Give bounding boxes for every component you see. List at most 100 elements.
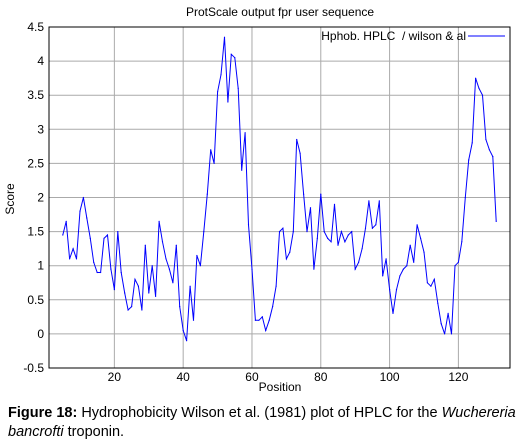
data-point bbox=[454, 265, 456, 267]
data-point bbox=[354, 268, 356, 270]
data-point bbox=[392, 312, 394, 314]
data-point bbox=[495, 220, 497, 222]
y-tick-label: 2.5 bbox=[27, 156, 44, 170]
y-tick-label: -0.5 bbox=[23, 361, 44, 375]
data-point bbox=[468, 159, 470, 161]
data-point bbox=[247, 224, 250, 226]
data-point bbox=[251, 268, 253, 270]
data-point bbox=[275, 285, 277, 287]
data-point bbox=[189, 285, 191, 287]
data-point bbox=[413, 261, 415, 263]
y-tick-label: 0 bbox=[37, 327, 44, 341]
data-point bbox=[450, 333, 453, 335]
data-point bbox=[148, 292, 150, 294]
data-point bbox=[196, 254, 198, 257]
data-point bbox=[409, 244, 411, 246]
x-tick-label: 40 bbox=[176, 370, 190, 384]
y-tick-label: 3.5 bbox=[27, 88, 44, 102]
data-point bbox=[437, 302, 439, 304]
data-point bbox=[358, 261, 360, 263]
data-point bbox=[117, 231, 119, 233]
data-point bbox=[131, 306, 133, 308]
y-tick-label: 2 bbox=[37, 191, 44, 205]
caption-label: Figure 18: bbox=[8, 405, 78, 421]
data-point bbox=[272, 306, 274, 308]
data-point bbox=[237, 87, 239, 89]
data-point bbox=[110, 268, 112, 270]
hydrophobicity-chart: 20 40 60 80 100 120 -0.5 0 0.5 1 1.5 2 2.5 3 3.5 4 4.5 P… bbox=[3, 5, 511, 394]
data-point bbox=[258, 319, 260, 321]
y-axis-label: Score bbox=[3, 183, 17, 215]
caption-species: Wuchereria bancrofti bbox=[8, 405, 516, 440]
data-point bbox=[199, 265, 201, 267]
x-tick-label: 60 bbox=[245, 370, 259, 384]
data-point bbox=[351, 231, 353, 233]
data-point bbox=[364, 227, 367, 229]
data-point bbox=[333, 203, 336, 205]
data-point bbox=[161, 241, 164, 243]
y-tick-label: 1.5 bbox=[27, 225, 44, 239]
caption-text-end: troponin. bbox=[63, 424, 125, 440]
y-tick-label: 4.5 bbox=[27, 20, 44, 34]
legend: Hphob. HPLC / wilson & al bbox=[321, 29, 505, 43]
data-point bbox=[182, 329, 184, 332]
data-point bbox=[375, 224, 377, 226]
data-point bbox=[220, 74, 222, 76]
data-point bbox=[371, 227, 373, 229]
data-point bbox=[420, 237, 422, 239]
data-point bbox=[444, 333, 446, 335]
data-point bbox=[330, 241, 332, 243]
data-point bbox=[223, 36, 226, 38]
data-point bbox=[485, 138, 487, 141]
data-point bbox=[144, 244, 146, 246]
data-point bbox=[389, 289, 391, 291]
data-point bbox=[96, 271, 98, 274]
data-point bbox=[227, 101, 229, 103]
y-tick-label: 0.5 bbox=[27, 293, 44, 307]
data-point bbox=[368, 200, 370, 202]
data-point bbox=[62, 234, 64, 236]
data-point bbox=[86, 217, 88, 219]
legend-label: Hphob. HPLC / wilson & al bbox=[321, 29, 466, 43]
data-point bbox=[210, 149, 212, 151]
data-point bbox=[309, 207, 312, 209]
y-tick-label: 4 bbox=[37, 54, 44, 68]
data-point bbox=[234, 57, 236, 59]
data-point bbox=[337, 244, 339, 246]
data-point bbox=[292, 231, 294, 233]
data-point bbox=[217, 91, 219, 93]
data-point bbox=[203, 231, 205, 233]
data-point bbox=[265, 329, 267, 332]
data-point bbox=[323, 231, 325, 233]
data-point bbox=[72, 248, 74, 250]
data-point bbox=[186, 340, 188, 342]
data-point bbox=[206, 193, 208, 195]
y-tick-label: 1 bbox=[37, 259, 44, 273]
data-point bbox=[289, 251, 291, 253]
data-point bbox=[69, 258, 71, 260]
data-point bbox=[230, 53, 232, 55]
data-point bbox=[385, 258, 387, 260]
data-point bbox=[296, 138, 298, 141]
data-point bbox=[282, 227, 284, 229]
data-point bbox=[402, 268, 404, 270]
data-point bbox=[124, 292, 126, 294]
data-point bbox=[447, 312, 449, 314]
data-point bbox=[440, 323, 442, 325]
data-point bbox=[478, 87, 480, 89]
data-point bbox=[175, 244, 177, 246]
x-axis-label: Position bbox=[259, 380, 302, 394]
data-point bbox=[492, 156, 494, 158]
y-tick-label: 3 bbox=[37, 122, 44, 136]
data-point bbox=[423, 251, 425, 253]
data-point bbox=[316, 237, 318, 239]
data-point bbox=[313, 268, 315, 270]
data-point bbox=[285, 258, 287, 260]
data-point bbox=[82, 196, 84, 199]
data-point bbox=[382, 275, 384, 277]
data-point bbox=[127, 309, 129, 311]
data-point bbox=[137, 285, 139, 287]
data-point bbox=[100, 271, 102, 274]
data-point bbox=[158, 220, 160, 222]
data-point bbox=[268, 319, 270, 321]
